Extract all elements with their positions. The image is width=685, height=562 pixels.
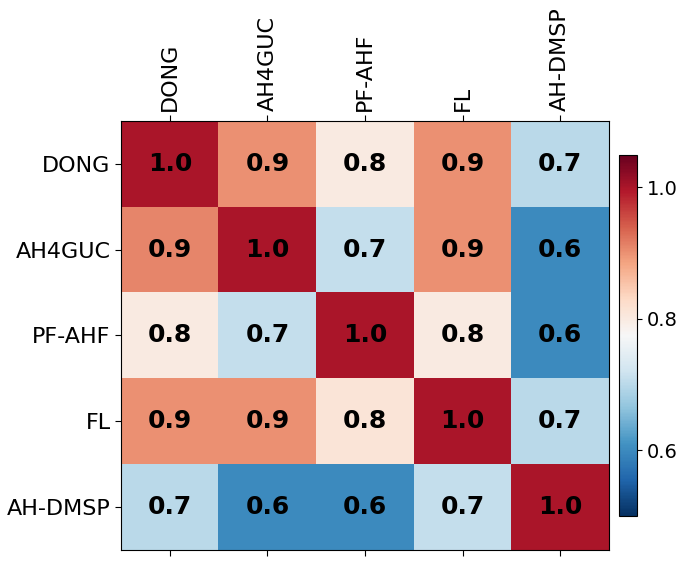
Text: 0.8: 0.8 bbox=[440, 323, 485, 347]
Text: 1.0: 1.0 bbox=[538, 495, 582, 519]
Text: 0.8: 0.8 bbox=[343, 409, 387, 433]
Text: 1.0: 1.0 bbox=[245, 238, 290, 262]
Text: 0.8: 0.8 bbox=[148, 323, 192, 347]
Text: 0.8: 0.8 bbox=[343, 152, 387, 176]
Text: 0.9: 0.9 bbox=[245, 409, 290, 433]
Text: 0.7: 0.7 bbox=[148, 495, 192, 519]
Text: 0.6: 0.6 bbox=[538, 323, 582, 347]
Text: 0.9: 0.9 bbox=[148, 409, 192, 433]
Text: 0.6: 0.6 bbox=[245, 495, 290, 519]
Text: 1.0: 1.0 bbox=[343, 323, 387, 347]
Text: 0.7: 0.7 bbox=[538, 152, 582, 176]
Text: 0.7: 0.7 bbox=[440, 495, 485, 519]
Text: 1.0: 1.0 bbox=[148, 152, 192, 176]
Text: 0.9: 0.9 bbox=[148, 238, 192, 262]
Text: 0.6: 0.6 bbox=[343, 495, 387, 519]
Text: 1.0: 1.0 bbox=[440, 409, 485, 433]
Text: 0.6: 0.6 bbox=[538, 238, 582, 262]
Text: 0.7: 0.7 bbox=[245, 323, 290, 347]
Text: 0.9: 0.9 bbox=[440, 152, 485, 176]
Text: 0.9: 0.9 bbox=[245, 152, 290, 176]
Text: 0.9: 0.9 bbox=[440, 238, 485, 262]
Text: 0.7: 0.7 bbox=[538, 409, 582, 433]
Text: 0.7: 0.7 bbox=[343, 238, 387, 262]
